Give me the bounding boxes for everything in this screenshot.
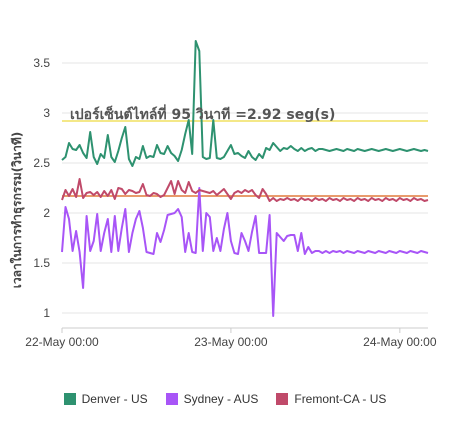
y-tick-label: 2.5: [33, 156, 50, 170]
reference-lines: [62, 120, 428, 197]
y-tick-label: 3: [43, 106, 50, 120]
percentile-annotation: เปอร์เซ็นต์ไทล์ที่ 95 วินาที =2.92 seg(s…: [70, 104, 335, 123]
x-tick-label: 22-May 00:00: [25, 335, 99, 349]
line-chart: 1 1.5 2 2.5 3 3.5 22-May 00:00 23-May 00:00 24-M…: [9, 40, 437, 349]
grid: [62, 62, 428, 314]
legend-swatch: [165, 393, 178, 405]
y-tick-label: 3.5: [33, 56, 50, 70]
y-tick-label: 1: [43, 306, 50, 320]
x-tick-label: 24-May 00:00: [363, 335, 437, 349]
series-lines: [61, 40, 429, 317]
x-tick-label: 23-May 00:00: [194, 335, 268, 349]
series-line: [61, 40, 429, 167]
legend-swatch: [63, 393, 76, 405]
series-line: [61, 187, 429, 317]
y-tick-label: 2: [43, 206, 50, 220]
legend-label: Sydney - AUS: [183, 392, 259, 406]
legend: Denver - US Sydney - AUS Fremont-CA - US: [0, 392, 450, 406]
legend-item[interactable]: Sydney - AUS: [165, 392, 259, 406]
series-line: [61, 178, 429, 202]
y-axis-label: เวลาในการทำธุรกรรม(วินาที): [9, 132, 25, 289]
axes: 1 1.5 2 2.5 3 3.5 22-May 00:00 23-May 00:00 24-M…: [25, 56, 437, 349]
legend-label: Denver - US: [81, 392, 148, 406]
y-tick-label: 1.5: [33, 256, 50, 270]
legend-swatch: [276, 393, 289, 405]
legend-item[interactable]: Denver - US: [63, 392, 148, 406]
legend-item[interactable]: Fremont-CA - US: [276, 392, 386, 406]
legend-label: Fremont-CA - US: [294, 392, 387, 406]
